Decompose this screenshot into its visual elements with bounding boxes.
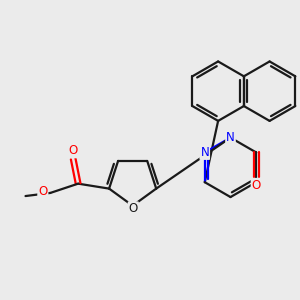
- Text: O: O: [252, 179, 261, 192]
- Text: O: O: [69, 144, 78, 157]
- Text: O: O: [38, 185, 47, 198]
- Text: N: N: [226, 131, 235, 144]
- Text: O: O: [129, 202, 138, 215]
- Text: N: N: [200, 146, 209, 159]
